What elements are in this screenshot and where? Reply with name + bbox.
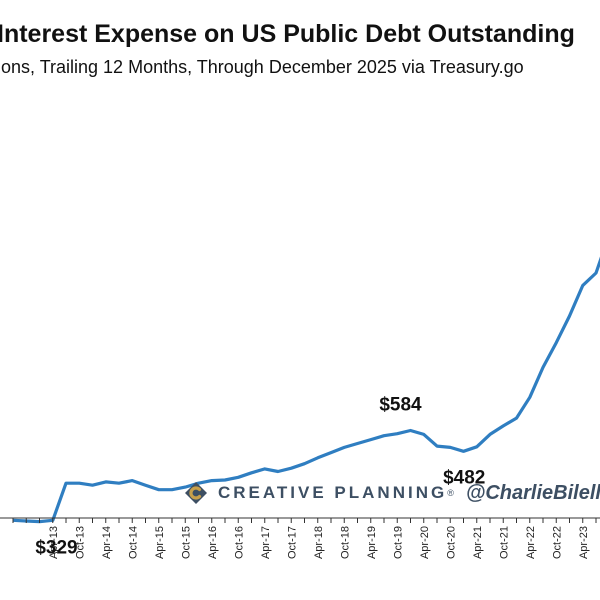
- brand-trademark: ®: [447, 488, 454, 498]
- x-tick-label: Oct-15: [180, 526, 192, 559]
- brand-company-name: CREATIVE PLANNING: [218, 483, 448, 502]
- x-tick-label: Apr-22: [525, 526, 537, 559]
- x-tick-label: Oct-19: [392, 526, 404, 559]
- chart-subtitle: ions, Trailing 12 Months, Through Decemb…: [0, 57, 524, 77]
- x-tick-label: Oct-17: [286, 526, 298, 559]
- chart-title: Interest Expense on US Public Debt Outst…: [0, 20, 575, 48]
- data-label: $584: [379, 394, 422, 415]
- x-tick-label: Oct-16: [233, 526, 245, 559]
- x-tick-label: Apr-13: [48, 526, 60, 559]
- x-tick-label: Apr-16: [207, 526, 219, 559]
- x-tick-label: Apr-21: [472, 526, 484, 559]
- x-tick-label: Oct-20: [445, 526, 457, 559]
- brand-handle: @CharlieBilello: [465, 481, 600, 504]
- brand-watermark: CREATIVE PLANNING ® @CharlieBilello: [184, 481, 600, 505]
- x-tick-label: Oct-14: [127, 526, 139, 559]
- data-label: $329: [35, 538, 77, 559]
- annotation-layer: $329 $584 $482: [35, 394, 485, 558]
- x-tick-label: Apr-20: [419, 526, 431, 559]
- series-line-0: [12, 256, 600, 524]
- x-tick-label: Oct-22: [551, 526, 563, 559]
- x-tick-label: Oct-18: [339, 526, 351, 559]
- x-tick-label: Apr-19: [366, 526, 378, 559]
- x-tick-label: Apr-17: [260, 526, 272, 559]
- x-tick-label: Oct-21: [498, 526, 510, 559]
- x-tick-label: Apr-18: [313, 526, 325, 559]
- x-tick-label: Apr-23: [578, 526, 590, 559]
- x-tick-label: Oct-13: [74, 526, 86, 559]
- x-tick-label: Apr-15: [154, 526, 166, 559]
- series-layer: [12, 256, 600, 524]
- creative-planning-logo-icon: [185, 482, 207, 504]
- x-axis: Apr-13 Oct-13 Apr-14 Oct-14 Apr-15 Oct-15 Apr-…: [0, 517, 600, 559]
- x-tick-label: Apr-14: [101, 526, 113, 559]
- data-label: $482: [443, 467, 485, 488]
